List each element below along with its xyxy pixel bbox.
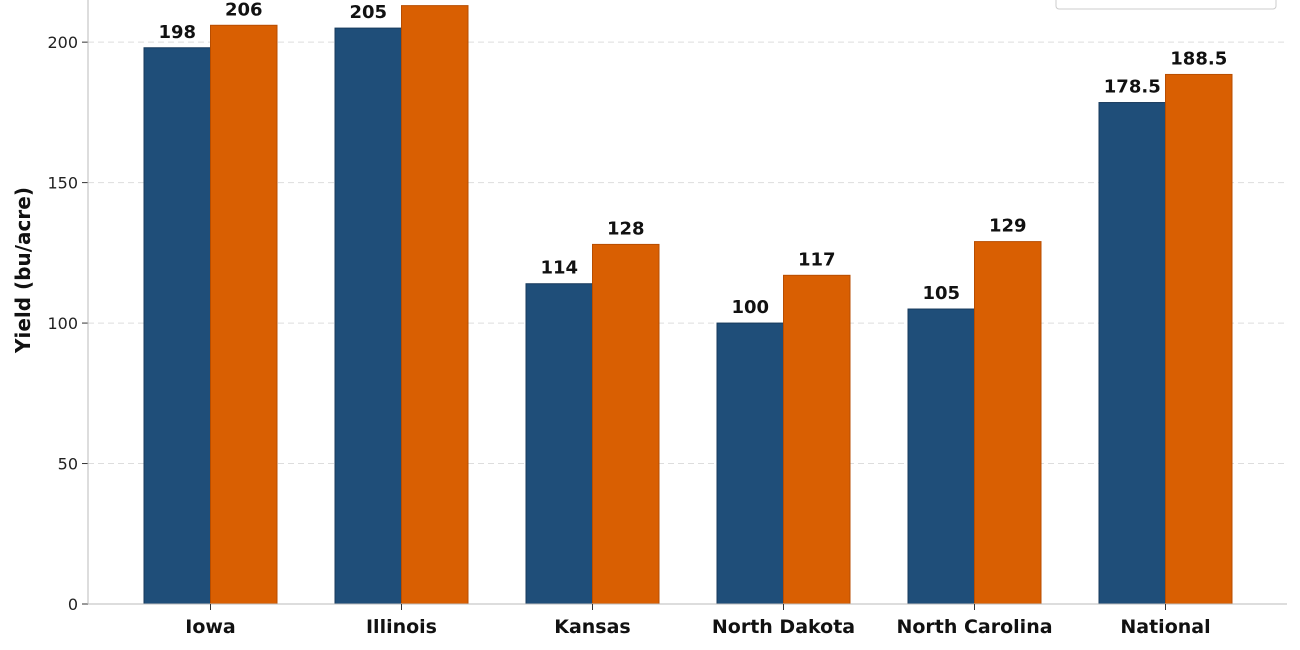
- y-tick-label: 200: [47, 33, 78, 52]
- x-tick-label: Kansas: [554, 616, 631, 638]
- y-tick-label: 100: [47, 314, 78, 333]
- bar: [1165, 73, 1233, 605]
- bar: [525, 283, 593, 605]
- bar: [592, 243, 660, 605]
- x-tick-label: North Carolina: [896, 616, 1052, 638]
- y-tick-label: 150: [47, 174, 78, 193]
- x-tick-label: North Dakota: [712, 616, 855, 638]
- y-tick-label: 50: [58, 455, 78, 474]
- bar: [907, 308, 975, 605]
- data-label: 105: [922, 283, 960, 304]
- bar: [143, 47, 211, 605]
- data-label: 114: [540, 258, 578, 279]
- data-label: 198: [158, 22, 196, 43]
- bar: [334, 27, 402, 605]
- value-labels: 198 206 205 114 128 100 117 105 129 178.5 188.5: [158, 0, 1227, 318]
- bar: [783, 274, 851, 605]
- bar: [210, 24, 278, 605]
- x-tick-label: Illinois: [366, 616, 437, 638]
- bar: [401, 5, 469, 605]
- x-tick-label: Iowa: [185, 616, 236, 638]
- data-label: 188.5: [1170, 48, 1227, 69]
- data-label: 206: [225, 0, 263, 20]
- data-label: 117: [798, 249, 836, 270]
- data-label: 129: [989, 216, 1027, 237]
- data-label: 100: [731, 297, 769, 318]
- bars: [143, 5, 1233, 605]
- y-axis-title: Yield (bu/acre): [11, 187, 35, 354]
- bar: [716, 322, 784, 605]
- data-label: 128: [607, 218, 645, 239]
- y-tick-label: 0: [68, 595, 78, 614]
- bar: [974, 241, 1042, 605]
- legend-box: [1055, 0, 1277, 10]
- data-label: 205: [349, 2, 387, 23]
- axes: 0 50 100 150 200 Iowa Illinois Kansas North Dako…: [47, 0, 1287, 638]
- data-label: 178.5: [1104, 77, 1161, 98]
- bar: [1098, 102, 1166, 605]
- x-tick-label: National: [1120, 616, 1210, 638]
